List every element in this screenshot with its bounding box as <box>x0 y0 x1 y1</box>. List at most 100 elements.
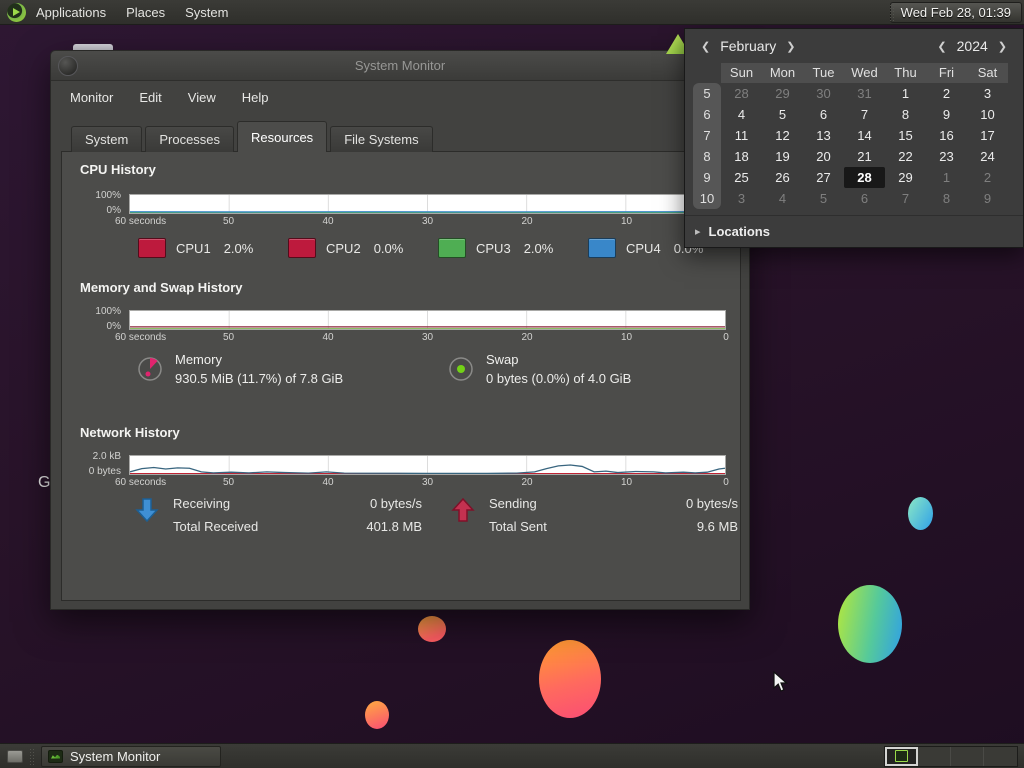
total-sent-value: 9.6 MB <box>696 519 738 534</box>
calendar-day[interactable]: 19 <box>775 149 790 164</box>
cpu-color-swatch <box>438 238 466 258</box>
prev-year-icon[interactable]: ❮ <box>937 40 947 53</box>
calendar-day[interactable]: 20 <box>816 149 831 164</box>
x-tick-label: 10 <box>620 332 633 343</box>
calendar-day-header: Sat <box>967 63 1008 83</box>
calendar-day[interactable]: 7 <box>860 107 869 122</box>
receiving-down-arrow-icon <box>135 498 159 523</box>
menu-edit[interactable]: Edit <box>139 89 162 105</box>
hidden-window-sliver <box>73 44 113 52</box>
swap-legend: Swap 0 bytes (0.0%) of 4.0 GiB <box>447 352 631 386</box>
calendar-day[interactable]: 1 <box>942 170 951 185</box>
calendar-day-header: Fri <box>926 63 967 83</box>
calendar-day[interactable]: 2 <box>983 170 992 185</box>
calendar-day-header: Sun <box>721 63 762 83</box>
tab-resources[interactable]: Resources <box>237 121 328 153</box>
workspace-2[interactable] <box>918 746 951 766</box>
calendar-day[interactable]: 30 <box>816 86 831 101</box>
workspace-switcher <box>884 745 1018 767</box>
calendar-day[interactable]: 27 <box>816 170 831 185</box>
next-year-icon[interactable]: ❯ <box>997 40 1007 53</box>
menu-system[interactable]: System <box>185 4 229 20</box>
calendar-day[interactable]: 5 <box>778 107 787 122</box>
calendar-day[interactable]: 10 <box>980 107 995 122</box>
sending-up-arrow-icon <box>451 497 475 522</box>
calendar-day[interactable]: 18 <box>734 149 749 164</box>
cpu-name: CPU1 <box>176 240 211 256</box>
mem-y-min: 0% <box>106 321 121 332</box>
calendar-day[interactable]: 4 <box>778 191 787 206</box>
menu-places[interactable]: Places <box>126 4 166 20</box>
calendar-day[interactable]: 26 <box>775 170 790 185</box>
tab-system[interactable]: System <box>71 126 143 152</box>
calendar-day[interactable]: 9 <box>942 107 951 122</box>
cpu-color-swatch <box>138 238 166 258</box>
x-tick-label: 20 <box>521 477 533 488</box>
menu-applications[interactable]: Applications <box>36 4 107 20</box>
calendar-day[interactable]: 8 <box>942 191 951 206</box>
menu-view[interactable]: View <box>187 89 216 105</box>
prev-month-icon[interactable]: ❮ <box>701 40 711 53</box>
next-month-icon[interactable]: ❯ <box>786 40 796 53</box>
workspace-1[interactable] <box>885 746 918 766</box>
mem-x-axis: 60 seconds 50 40 30 20 10 0 <box>115 332 729 344</box>
workspace-4[interactable] <box>984 746 1017 766</box>
calendar-day[interactable]: 15 <box>898 128 913 143</box>
calendar-day[interactable]: 16 <box>939 128 954 143</box>
net-x-axis: 60 seconds 50 40 30 20 10 0 <box>115 477 729 489</box>
calendar-day[interactable]: 7 <box>901 191 910 206</box>
calendar-day[interactable]: 12 <box>775 128 790 143</box>
menu-monitor[interactable]: Monitor <box>70 89 114 105</box>
calendar-day[interactable]: 28 <box>844 167 885 188</box>
tasklist-drag-handle[interactable] <box>29 747 36 765</box>
total-sent-label: Total Sent <box>489 519 547 534</box>
calendar-day[interactable]: 23 <box>939 149 954 164</box>
calendar-day[interactable]: 21 <box>857 149 872 164</box>
menu-help[interactable]: Help <box>241 89 269 105</box>
show-desktop-button[interactable] <box>3 746 27 767</box>
calendar-day[interactable]: 3 <box>737 191 746 206</box>
calendar-day[interactable]: 29 <box>775 86 790 101</box>
calendar-day[interactable]: 4 <box>737 107 746 122</box>
calendar-day[interactable]: 31 <box>857 86 872 101</box>
calendar-day[interactable]: 14 <box>857 128 872 143</box>
calendar-day[interactable]: 6 <box>860 191 869 206</box>
calendar-day[interactable]: 2 <box>942 86 951 101</box>
x-tick-label: 60 seconds <box>115 332 167 343</box>
calendar-day[interactable]: 8 <box>901 107 910 122</box>
memory-legend: Memory 930.5 MiB (11.7%) of 7.8 GiB <box>136 352 343 386</box>
window-menu-button[interactable] <box>58 56 78 76</box>
workspace-3[interactable] <box>951 746 984 766</box>
x-tick-label: 0 <box>723 332 729 343</box>
calendar-day[interactable]: 9 <box>983 191 992 206</box>
calendar-day[interactable]: 1 <box>901 86 910 101</box>
applet-drag-handle[interactable] <box>889 4 896 21</box>
locations-expander[interactable]: ▸ Locations <box>685 215 1023 247</box>
calendar-day[interactable]: 25 <box>734 170 749 185</box>
system-monitor-window: System Monitor Monitor Edit View Help Sy… <box>50 50 750 610</box>
calendar-day[interactable]: 13 <box>816 128 831 143</box>
calendar-day[interactable]: 5 <box>819 191 828 206</box>
memory-history-chart <box>129 310 726 330</box>
x-tick-label: 50 <box>222 477 235 488</box>
tab-file-systems[interactable]: File Systems <box>330 126 433 152</box>
calendar-day[interactable]: 3 <box>983 86 992 101</box>
calendar-day[interactable]: 29 <box>898 170 913 185</box>
memory-history-title: Memory and Swap History <box>80 280 243 295</box>
swap-label: Swap <box>486 352 519 367</box>
calendar-day[interactable]: 11 <box>734 128 749 143</box>
calendar-day[interactable]: 17 <box>980 128 995 143</box>
clock-applet[interactable]: Wed Feb 28, 01:39 <box>889 1 1022 23</box>
window-titlebar[interactable]: System Monitor <box>51 51 749 81</box>
network-history-title: Network History <box>80 425 180 440</box>
calendar-day[interactable]: 6 <box>819 107 828 122</box>
calendar-day[interactable]: 22 <box>898 149 913 164</box>
sending-rate: 0 bytes/s <box>685 496 738 511</box>
tab-processes[interactable]: Processes <box>145 126 235 152</box>
distro-menu-icon[interactable] <box>7 2 26 22</box>
cpu-history-title: CPU History <box>80 162 156 177</box>
calendar-day[interactable]: 24 <box>980 149 995 164</box>
taskbar-window-button[interactable]: System Monitor <box>41 745 221 767</box>
calendar-day[interactable]: 28 <box>734 86 749 101</box>
